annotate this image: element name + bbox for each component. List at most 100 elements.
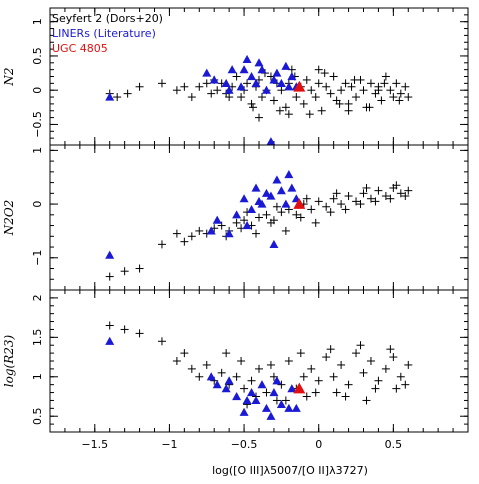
point-seyfert-2-dors-20 bbox=[257, 93, 266, 102]
point-seyfert-2-dors-20 bbox=[359, 86, 368, 95]
panel-1: −0.5 0 0.5 1 N2 bbox=[2, 7, 469, 146]
point-seyfert-2-dors-20 bbox=[202, 79, 211, 88]
point-seyfert-2-dors-20 bbox=[187, 364, 196, 373]
point-seyfert-2-dors-20 bbox=[269, 96, 278, 105]
point-seyfert-2-dors-20 bbox=[305, 110, 314, 119]
point-seyfert-2-dors-20 bbox=[277, 86, 286, 95]
point-seyfert-2-dors-20 bbox=[195, 372, 204, 381]
point-seyfert-2-dors-20 bbox=[389, 93, 398, 102]
point-ugc-4805 bbox=[293, 80, 306, 92]
point-liners-literature bbox=[209, 75, 219, 84]
point-seyfert-2-dors-20 bbox=[344, 380, 353, 389]
point-seyfert-2-dors-20 bbox=[157, 337, 166, 346]
point-seyfert-2-dors-20 bbox=[105, 321, 114, 330]
point-seyfert-2-dors-20 bbox=[359, 189, 368, 198]
point-seyfert-2-dors-20 bbox=[172, 357, 181, 365]
point-seyfert-2-dors-20 bbox=[243, 79, 252, 88]
point-liners-literature bbox=[224, 229, 234, 238]
point-seyfert-2-dors-20 bbox=[359, 368, 368, 377]
point-seyfert-2-dors-20 bbox=[320, 69, 329, 78]
point-seyfert-2-dors-20 bbox=[374, 376, 383, 385]
point-seyfert-2-dors-20 bbox=[292, 210, 301, 219]
point-seyfert-2-dors-20 bbox=[277, 380, 286, 389]
point-seyfert-2-dors-20 bbox=[222, 349, 231, 358]
point-seyfert-2-dors-20 bbox=[307, 364, 316, 373]
point-seyfert-2-dors-20 bbox=[366, 194, 375, 203]
y-tick-label: 0 bbox=[31, 201, 44, 208]
point-seyfert-2-dors-20 bbox=[326, 208, 335, 217]
point-seyfert-2-dors-20 bbox=[366, 357, 375, 365]
point-seyfert-2-dors-20 bbox=[401, 380, 410, 389]
legend-entry-liners: LINERs (Literature) bbox=[52, 27, 156, 40]
point-seyfert-2-dors-20 bbox=[135, 264, 144, 273]
point-seyfert-2-dors-20 bbox=[311, 218, 320, 227]
point-seyfert-2-dors-20 bbox=[207, 89, 216, 98]
point-seyfert-2-dors-20 bbox=[299, 372, 308, 381]
point-seyfert-2-dors-20 bbox=[341, 205, 350, 214]
y-tick-label: 2 bbox=[31, 294, 44, 301]
point-seyfert-2-dors-20 bbox=[307, 86, 316, 95]
point-seyfert-2-dors-20 bbox=[277, 208, 286, 217]
point-seyfert-2-dors-20 bbox=[266, 360, 275, 369]
point-seyfert-2-dors-20 bbox=[311, 93, 320, 102]
point-liners-literature bbox=[247, 388, 257, 397]
point-liners-literature bbox=[242, 221, 252, 230]
point-seyfert-2-dors-20 bbox=[311, 388, 320, 397]
point-seyfert-2-dors-20 bbox=[392, 181, 401, 190]
point-seyfert-2-dors-20 bbox=[335, 99, 344, 108]
point-seyfert-2-dors-20 bbox=[232, 218, 241, 227]
point-seyfert-2-dors-20 bbox=[322, 202, 331, 211]
point-liners-literature bbox=[269, 75, 279, 84]
point-seyfert-2-dors-20 bbox=[344, 106, 353, 115]
point-seyfert-2-dors-20 bbox=[180, 82, 189, 91]
point-seyfert-2-dors-20 bbox=[337, 200, 346, 209]
point-seyfert-2-dors-20 bbox=[392, 384, 401, 393]
point-seyfert-2-dors-20 bbox=[322, 82, 331, 91]
point-seyfert-2-dors-20 bbox=[314, 376, 323, 385]
x-tick-label: 0 bbox=[315, 438, 322, 451]
panel-3: 0.5 1 1.5 2 −1.5 −1 −0.5 0 0.5 log(R23) bbox=[2, 289, 469, 451]
point-seyfert-2-dors-20 bbox=[396, 372, 405, 381]
point-liners-literature bbox=[276, 78, 286, 87]
point-seyfert-2-dors-20 bbox=[232, 372, 241, 381]
x-tick-label: −1 bbox=[161, 438, 177, 451]
x-tick-label: −0.5 bbox=[231, 438, 258, 451]
x-tick-label: −1.5 bbox=[81, 438, 108, 451]
point-liners-literature bbox=[105, 336, 115, 345]
point-liners-literature bbox=[251, 78, 261, 87]
point-liners-literature bbox=[291, 403, 301, 412]
point-liners-literature bbox=[281, 61, 291, 70]
point-seyfert-2-dors-20 bbox=[396, 89, 405, 98]
point-seyfert-2-dors-20 bbox=[389, 353, 398, 362]
point-seyfert-2-dors-20 bbox=[377, 96, 386, 105]
legend-entry-ugc: UGC 4805 bbox=[52, 42, 108, 55]
point-liners-literature bbox=[236, 82, 246, 91]
point-seyfert-2-dors-20 bbox=[272, 202, 281, 211]
point-seyfert-2-dors-20 bbox=[314, 79, 323, 88]
point-liners-literature bbox=[251, 395, 261, 405]
point-seyfert-2-dors-20 bbox=[135, 329, 144, 338]
point-liners-literature bbox=[261, 188, 271, 197]
point-liners-literature bbox=[266, 191, 276, 200]
point-liners-literature bbox=[227, 65, 237, 74]
point-liners-literature bbox=[202, 68, 212, 77]
point-seyfert-2-dors-20 bbox=[281, 103, 290, 112]
point-liners-literature bbox=[221, 384, 231, 393]
point-seyfert-2-dors-20 bbox=[314, 197, 323, 206]
point-liners-literature bbox=[266, 411, 276, 420]
point-liners-literature bbox=[251, 183, 261, 192]
point-liners-literature bbox=[254, 58, 264, 67]
point-liners-literature bbox=[242, 54, 252, 63]
y-tick-label: −1 bbox=[31, 250, 44, 266]
point-liners-literature bbox=[239, 194, 249, 203]
point-liners-literature bbox=[266, 137, 276, 146]
point-liners-literature bbox=[232, 392, 242, 401]
point-seyfert-2-dors-20 bbox=[362, 183, 371, 192]
point-seyfert-2-dors-20 bbox=[371, 197, 380, 206]
point-seyfert-2-dors-20 bbox=[217, 221, 226, 230]
point-seyfert-2-dors-20 bbox=[281, 226, 290, 235]
point-seyfert-2-dors-20 bbox=[365, 103, 374, 112]
point-seyfert-2-dors-20 bbox=[180, 349, 189, 358]
point-seyfert-2-dors-20 bbox=[352, 197, 361, 206]
